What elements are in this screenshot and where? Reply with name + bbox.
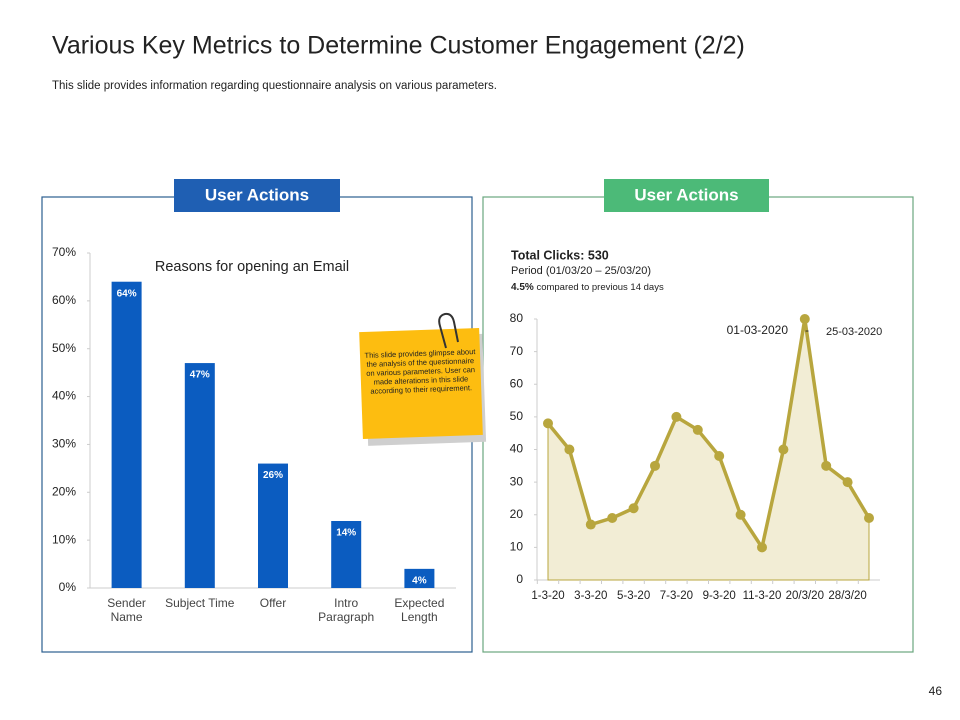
chart-title: Reasons for opening an Email [155, 259, 349, 275]
x-tick-label: 28/3/20 [828, 590, 866, 602]
x-tick-label: 11-3-20 [743, 590, 782, 602]
point [628, 503, 639, 514]
x-tick-label: 1-3-20 [531, 590, 564, 602]
point [671, 411, 682, 422]
point [692, 424, 703, 435]
y-tick-label: 30% [52, 437, 76, 451]
slide-subtitle: This slide provides information regardin… [52, 80, 497, 92]
point [842, 477, 853, 488]
date-range-end: 25-03-2020 [826, 326, 882, 338]
bar [404, 568, 435, 588]
x-tick-label: Sender Name [107, 596, 146, 624]
x-tick-label: 20/3/20 [786, 590, 824, 602]
y-tick-label: 20 [510, 507, 524, 521]
y-tick-label: 10 [510, 540, 524, 554]
x-tick-label-box: Subject Time [165, 596, 235, 610]
slide-title: Various Key Metrics to Determine Custome… [52, 32, 745, 60]
x-tick-label-box: Sender Name [107, 596, 146, 624]
bar [258, 463, 288, 588]
point [714, 451, 725, 462]
x-tick-label: 7-3-20 [660, 590, 693, 602]
y-tick-label: 70% [52, 245, 76, 259]
data-label: 47% [190, 370, 210, 381]
point [757, 542, 767, 553]
panel-header [604, 179, 769, 212]
point [543, 418, 553, 429]
change-value: 4.5% [511, 282, 534, 293]
point [564, 444, 575, 455]
y-tick-label: 80 [510, 311, 524, 325]
x-tick-label: Subject Time [165, 596, 235, 610]
point [799, 314, 810, 324]
x-tick-label: Intro Paragraph [318, 596, 375, 624]
panel-header-text: User Actions [205, 185, 309, 204]
date-range-separator: - [805, 323, 809, 337]
bar [331, 521, 362, 588]
sticky-note: This slide provides glimpse about the an… [359, 327, 487, 446]
x-tick-label-box: Offer [259, 596, 287, 610]
point [607, 513, 618, 524]
y-tick-label: 60% [52, 293, 76, 307]
panel-header-text: User Actions [634, 185, 738, 204]
y-tick-label: 0% [59, 580, 77, 594]
y-tick-label: 70 [510, 344, 524, 358]
point [821, 460, 832, 471]
y-tick-label: 20% [52, 484, 76, 498]
paper-clip [438, 312, 459, 349]
y-tick-label: 50 [510, 409, 524, 423]
x-tick-label: 5-3-20 [617, 590, 650, 602]
point [778, 444, 789, 455]
point [735, 509, 746, 520]
point [864, 513, 874, 524]
point [650, 460, 660, 471]
change-line: 4.5% compared to previous 14 days [511, 282, 664, 293]
y-tick-label: 60 [510, 376, 524, 390]
x-tick-label: 3-3-20 [574, 590, 607, 602]
page-number: 46 [929, 684, 943, 698]
point [585, 519, 596, 530]
data-label: 4% [412, 575, 427, 586]
panel-header [174, 179, 340, 212]
data-label: 14% [336, 528, 356, 539]
change-text: compared to previous 14 days [536, 282, 664, 293]
sticky-text-box: This slide provides glimpse about the an… [364, 347, 476, 396]
chart-title: Total Clicks: 530 [511, 248, 609, 262]
y-tick-label: 40% [52, 389, 76, 403]
chart-subtitle: Period (01/03/20 – 25/03/20) [511, 265, 651, 277]
x-tick-label-box: Expected Length [394, 596, 445, 624]
x-tick-label: 9-3-20 [703, 590, 736, 602]
x-tick-label: Expected Length [394, 596, 445, 624]
sticky-paper [359, 327, 483, 440]
y-tick-label: 50% [52, 341, 76, 355]
data-label: 26% [263, 470, 283, 481]
date-range-start: 01-03-2020 [727, 323, 789, 337]
x-tick-label-box: Intro Paragraph [318, 596, 375, 624]
bar [184, 363, 215, 588]
x-tick-label: Offer [259, 596, 287, 610]
sticky-text: This slide provides glimpse about the an… [364, 347, 476, 396]
line [546, 317, 871, 550]
bar [111, 281, 142, 588]
y-tick-label: 30 [510, 474, 524, 488]
y-tick-label: 40 [510, 442, 524, 456]
y-tick-label: 10% [52, 532, 76, 546]
y-tick-label: 0 [516, 572, 523, 586]
data-label: 64% [117, 288, 137, 299]
